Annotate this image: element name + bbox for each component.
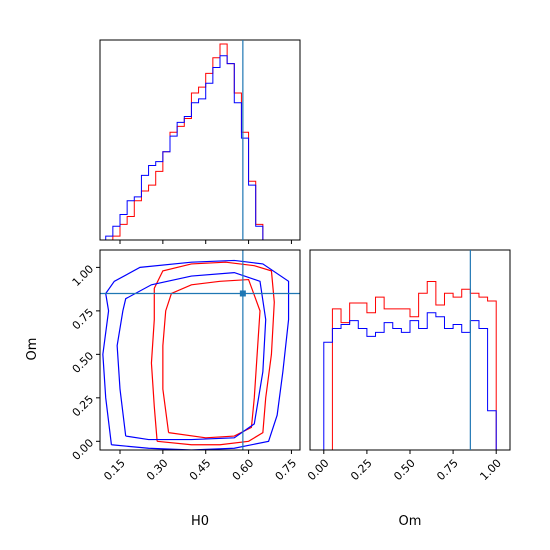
contour-xtick-label-0: 0.15 bbox=[101, 457, 128, 484]
contour-red-0 bbox=[150, 261, 275, 446]
hist-om-xtick-label-1: 0.25 bbox=[348, 457, 375, 484]
contour-xtick-label-4: 0.75 bbox=[273, 457, 300, 484]
hist-h0-panel bbox=[99, 39, 301, 244]
hist-om-frame bbox=[309, 249, 511, 451]
contour-red-1 bbox=[162, 278, 261, 439]
hist-om-series-blue bbox=[313, 312, 507, 451]
contour-lines bbox=[100, 250, 300, 450]
x-axis-label-om: Om bbox=[399, 514, 422, 529]
contour-blue-1 bbox=[116, 272, 267, 441]
hist-h0-series-red bbox=[105, 43, 270, 241]
contour-ytick-label-3: 0.75 bbox=[70, 306, 97, 333]
contour-ytick-label-0: 0.00 bbox=[70, 436, 97, 463]
contour-xtick-label-2: 0.45 bbox=[187, 457, 214, 484]
contour-xtick-label-3: 0.60 bbox=[230, 457, 257, 484]
contour-ytick-label-2: 0.50 bbox=[70, 349, 97, 376]
hist-h0-frame bbox=[99, 39, 301, 241]
hist-h0-series-blue bbox=[105, 55, 270, 241]
hist-om-panel: 0.00 0.25 0.50 0.75 1.00 bbox=[305, 249, 511, 484]
contour-ytick-label-1: 0.25 bbox=[70, 393, 97, 420]
hist-om-xtick-label-2: 0.50 bbox=[391, 457, 418, 484]
hist-om-xtick-label-4: 1.00 bbox=[477, 457, 504, 484]
hist-om-xtick-label-0: 0.00 bbox=[305, 457, 332, 484]
contour-frame bbox=[99, 249, 301, 451]
y-axis-label-om: Om bbox=[25, 338, 40, 361]
contour-blue-0 bbox=[102, 259, 290, 450]
hist-om-xtick-label-3: 0.75 bbox=[434, 457, 461, 484]
x-axis-label-h0: H0 bbox=[191, 514, 209, 529]
hist-om-series-red bbox=[313, 280, 507, 451]
contour-ytick-label-4: 1.00 bbox=[70, 262, 97, 289]
contour-xtick-label-1: 0.30 bbox=[144, 457, 171, 484]
contour-panel: 0.15 0.30 0.45 0.60 0.75 0.00 0.25 0.50 0.75 1.00 bbox=[70, 249, 301, 484]
contour-truth-marker bbox=[239, 290, 246, 297]
